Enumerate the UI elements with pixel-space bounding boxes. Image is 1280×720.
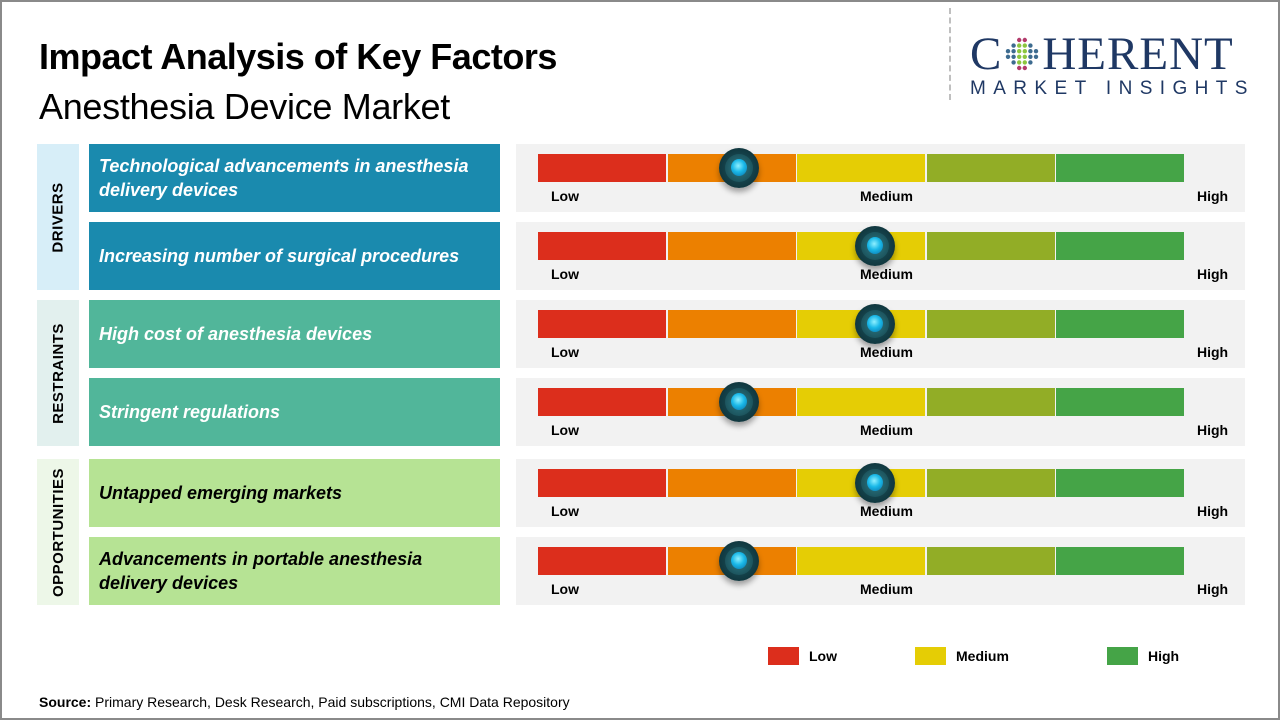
category-label-text: RESTRAINTS xyxy=(49,322,67,424)
scale-segment-5 xyxy=(1056,154,1185,182)
company-logo: C HERENT MARKET INSIGHTS xyxy=(970,30,1260,100)
source-note: Source: Primary Research, Desk Research,… xyxy=(39,694,570,710)
factor-box: Increasing number of surgical procedures xyxy=(89,222,500,290)
scale-segment-5 xyxy=(1056,388,1185,416)
impact-indicator-knob xyxy=(718,148,759,188)
scale-label-medium: Medium xyxy=(860,188,913,204)
legend-swatch xyxy=(1107,647,1138,665)
logo-tagline: MARKET INSIGHTS xyxy=(970,78,1255,99)
legend-label: Medium xyxy=(956,648,1009,664)
scale-label-medium: Medium xyxy=(860,581,913,597)
scale-label-high: High xyxy=(1197,188,1229,204)
impact-scale-bar: Low Medium High xyxy=(516,144,1245,212)
category-label-drivers: DRIVERS xyxy=(37,144,79,290)
factor-text: Increasing number of surgical procedures xyxy=(99,246,460,266)
scale-label-medium: Medium xyxy=(860,344,913,360)
impact-indicator-knob xyxy=(854,463,895,503)
page-title: Impact Analysis of Key Factors xyxy=(39,36,557,77)
scale-segment-3 xyxy=(797,547,926,575)
scale-segment-5 xyxy=(1056,232,1185,260)
globe-dots-icon xyxy=(1006,37,1039,71)
scale-segment-1 xyxy=(538,469,666,497)
legend-item-low: Low xyxy=(768,647,837,665)
factor-text: Stringent regulations xyxy=(99,402,281,422)
scale-label-high: High xyxy=(1197,422,1229,438)
impact-scale-bar: Low Medium High xyxy=(516,222,1245,290)
legend-swatch xyxy=(768,647,799,665)
factor-text: Advancements in portable anesthesia deli… xyxy=(99,549,423,593)
category-label-text: DRIVERS xyxy=(49,181,67,253)
scale-segment-1 xyxy=(538,154,666,182)
source-text: Primary Research, Desk Research, Paid su… xyxy=(91,694,570,710)
factor-text: High cost of anesthesia devices xyxy=(99,324,373,344)
scale-label-low: Low xyxy=(551,503,579,519)
scale-label-low: Low xyxy=(551,581,579,597)
legend-label: High xyxy=(1148,648,1180,664)
scale-segment-1 xyxy=(538,547,666,575)
factor-text: Technological advancements in anesthesia… xyxy=(99,156,469,200)
category-label-restraints: RESTRAINTS xyxy=(37,300,79,446)
logo-divider xyxy=(949,8,951,100)
scale-segment-4 xyxy=(926,388,1055,416)
impact-indicator-knob xyxy=(718,382,759,422)
legend-item-high: High xyxy=(1107,647,1179,665)
scale-segment-2 xyxy=(667,310,796,338)
scale-label-medium: Medium xyxy=(860,503,913,519)
logo-letter-c: C xyxy=(970,28,1003,80)
scale-segment-5 xyxy=(1056,469,1185,497)
scale-segment-5 xyxy=(1056,310,1185,338)
impact-scale-bar: Low Medium High xyxy=(516,300,1245,368)
scale-segment-2 xyxy=(667,469,796,497)
scale-segment-1 xyxy=(538,232,666,260)
factor-box: High cost of anesthesia devices xyxy=(89,300,500,368)
scale-label-high: High xyxy=(1197,503,1229,519)
scale-segment-5 xyxy=(1056,547,1185,575)
category-label-opportunities: OPPORTUNITIES xyxy=(37,459,79,605)
impact-scale-bar: Low Medium High xyxy=(516,459,1245,527)
factor-box: Technological advancements in anesthesia… xyxy=(89,144,500,212)
scale-segment-4 xyxy=(926,310,1055,338)
impact-indicator-knob xyxy=(854,226,895,266)
scale-segment-4 xyxy=(926,154,1055,182)
scale-label-low: Low xyxy=(551,422,579,438)
scale-label-medium: Medium xyxy=(860,422,913,438)
factor-box: Untapped emerging markets xyxy=(89,459,500,527)
legend-item-medium: Medium xyxy=(915,647,1009,665)
impact-indicator-knob xyxy=(718,541,759,581)
scale-segment-1 xyxy=(538,388,666,416)
scale-label-high: High xyxy=(1197,266,1229,282)
factor-text: Untapped emerging markets xyxy=(99,483,343,503)
scale-segment-3 xyxy=(797,154,926,182)
impact-indicator-knob xyxy=(854,304,895,344)
logo-wordmark: C HERENT xyxy=(970,30,1260,78)
category-label-text: OPPORTUNITIES xyxy=(49,467,67,597)
logo-letters: HERENT xyxy=(1042,28,1234,80)
scale-segment-4 xyxy=(926,547,1055,575)
scale-label-low: Low xyxy=(551,188,579,204)
scale-label-high: High xyxy=(1197,581,1229,597)
factor-box: Advancements in portable anesthesia deli… xyxy=(89,537,500,605)
scale-label-medium: Medium xyxy=(860,266,913,282)
scale-segment-4 xyxy=(926,232,1055,260)
page-subtitle: Anesthesia Device Market xyxy=(39,86,450,127)
scale-segment-3 xyxy=(797,388,926,416)
scale-segment-4 xyxy=(926,469,1055,497)
factor-box: Stringent regulations xyxy=(89,378,500,446)
scale-segment-1 xyxy=(538,310,666,338)
scale-segment-2 xyxy=(667,232,796,260)
legend-label: Low xyxy=(809,648,837,664)
scale-label-low: Low xyxy=(551,344,579,360)
scale-label-high: High xyxy=(1197,344,1229,360)
impact-scale-bar: Low Medium High xyxy=(516,378,1245,446)
legend-swatch xyxy=(915,647,946,665)
source-prefix: Source: xyxy=(39,694,92,710)
scale-label-low: Low xyxy=(551,266,579,282)
impact-scale-bar: Low Medium High xyxy=(516,537,1245,605)
